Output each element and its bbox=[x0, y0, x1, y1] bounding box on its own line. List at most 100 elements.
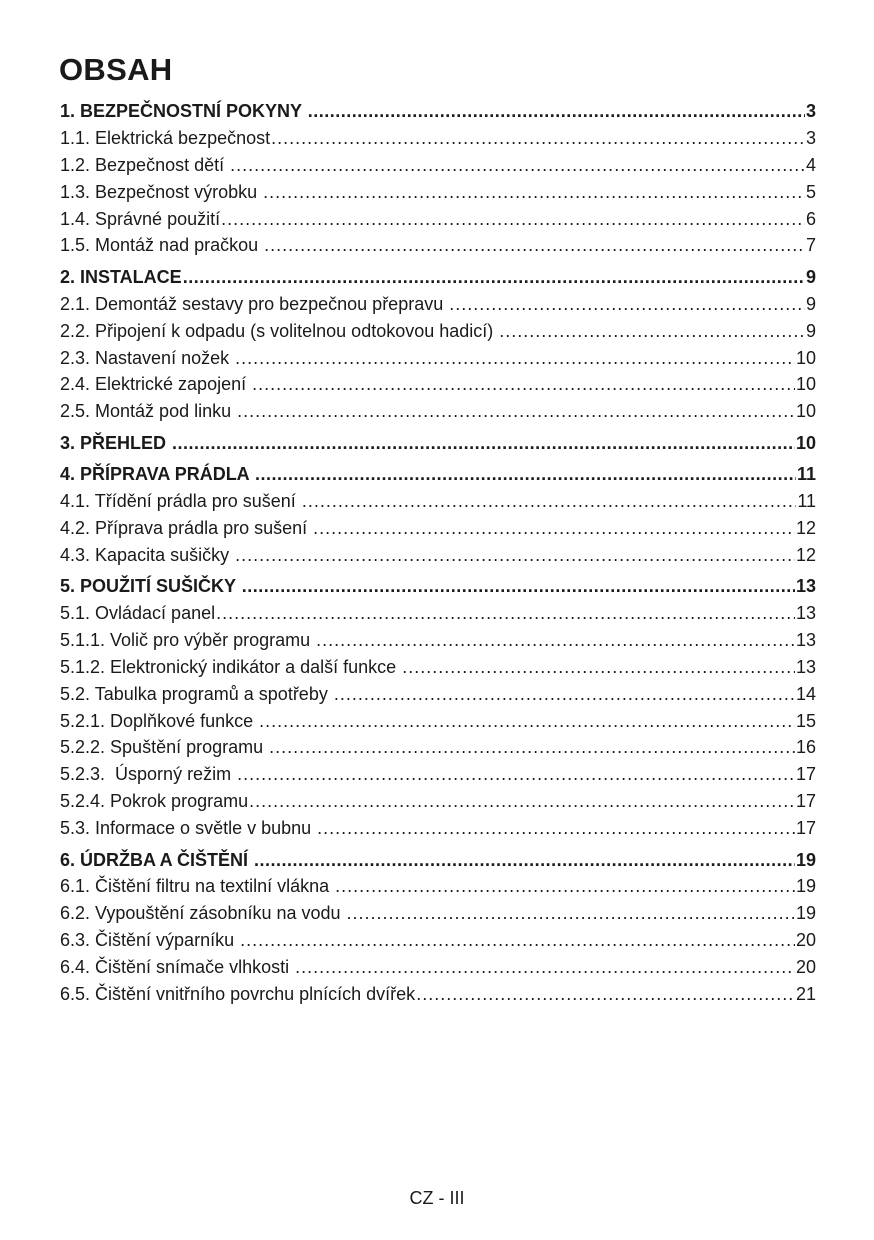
toc-entry[interactable]: 1.4. Správné použití 6 bbox=[60, 206, 816, 233]
toc-page-number: 6 bbox=[805, 208, 816, 229]
toc-entry[interactable]: 6.3. Čištění výparníku 20 bbox=[60, 927, 816, 954]
toc-entry[interactable]: 1.1. Elektrická bezpečnost 3 bbox=[60, 125, 816, 152]
toc-entry-label: 1.5. Montáž nad pračkou bbox=[60, 235, 264, 256]
toc-entry[interactable]: 5.2.3. Úsporný režim 17 bbox=[60, 761, 816, 788]
dot-leader bbox=[416, 981, 795, 1008]
toc-entry-label: 6.2. Vypouštění zásobníku na vodu bbox=[60, 903, 346, 924]
toc-page-number: 9 bbox=[805, 266, 816, 287]
toc-page-number: 20 bbox=[795, 957, 816, 978]
toc-entry-label: 2.3. Nastavení nožek bbox=[60, 347, 235, 368]
toc-entry[interactable]: 5.1.2. Elektronický indikátor a další fu… bbox=[60, 654, 816, 681]
toc-entry[interactable]: 2.5. Montáž pod linku 10 bbox=[60, 398, 816, 425]
toc-page-number: 13 bbox=[795, 603, 816, 624]
toc-page-number: 19 bbox=[795, 849, 816, 870]
dot-leader bbox=[316, 627, 795, 654]
toc-entry-label: 2.4. Elektrické zapojení bbox=[60, 374, 252, 395]
page-title: OBSAH bbox=[59, 52, 173, 87]
toc-entry[interactable]: 5.2. Tabulka programů a spotřeby 14 bbox=[60, 681, 816, 708]
toc-page-number: 17 bbox=[795, 791, 816, 812]
table-of-contents: 1. BEZPEČNOSTNÍ POKYNY 31.1. Elektrická … bbox=[60, 98, 816, 1008]
toc-entry-label: 5.2. Tabulka programů a spotřeby bbox=[60, 683, 333, 704]
toc-entry[interactable]: 6.4. Čištění snímače vlhkosti 20 bbox=[60, 954, 816, 981]
toc-entry-label: 6.5. Čištění vnitřního povrchu plnících … bbox=[60, 984, 416, 1004]
toc-entry[interactable]: 1.5. Montáž nad pračkou 7 bbox=[60, 232, 816, 259]
toc-entry[interactable]: 6.1. Čištění filtru na textilní vlákna 1… bbox=[60, 873, 816, 900]
dot-leader bbox=[240, 927, 795, 954]
toc-page-number: 7 bbox=[805, 235, 816, 256]
toc-entry-label: 5.2.4. Pokrok programu bbox=[60, 791, 249, 812]
toc-entry[interactable]: 5.2.1. Doplňkové funkce 15 bbox=[60, 708, 816, 735]
toc-entry[interactable]: 1.3. Bezpečnost výrobku 5 bbox=[60, 179, 816, 206]
toc-page-number: 16 bbox=[795, 737, 816, 758]
toc-entry[interactable]: 5.1.1. Volič pro výběr programu 13 bbox=[60, 627, 816, 654]
page-number-footer: CZ - III bbox=[409, 1188, 465, 1208]
dot-leader bbox=[255, 461, 796, 488]
toc-page-number: 5 bbox=[805, 181, 816, 202]
dot-leader bbox=[347, 900, 795, 927]
toc-entry[interactable]: 5.2.4. Pokrok programu 17 bbox=[60, 788, 816, 815]
toc-page-number: 13 bbox=[795, 629, 816, 650]
dot-leader bbox=[295, 954, 795, 981]
dot-leader bbox=[317, 815, 795, 842]
dot-leader bbox=[242, 573, 795, 600]
toc-entry[interactable]: 4.2. Příprava prádla pro sušení 12 bbox=[60, 515, 816, 542]
toc-entry[interactable]: 4.3. Kapacita sušičky 12 bbox=[60, 542, 816, 569]
dot-leader bbox=[237, 398, 795, 425]
dot-leader bbox=[308, 98, 805, 125]
toc-entry-label: 6. ÚDRŽBA A ČIŠTĚNÍ bbox=[60, 849, 254, 870]
toc-entry[interactable]: 6.2. Vypouštění zásobníku na vodu 19 bbox=[60, 900, 816, 927]
dot-leader bbox=[249, 788, 795, 815]
toc-entry[interactable]: 5.2.2. Spuštění programu 16 bbox=[60, 734, 816, 761]
dot-leader bbox=[335, 873, 795, 900]
toc-entry-label: 4.2. Příprava prádla pro sušení bbox=[60, 517, 313, 538]
toc-section-heading[interactable]: 4. PŘÍPRAVA PRÁDLA 11 bbox=[60, 461, 816, 488]
toc-entry[interactable]: 2.4. Elektrické zapojení 10 bbox=[60, 371, 816, 398]
toc-entry-label: 6.3. Čištění výparníku bbox=[60, 930, 240, 951]
dot-leader bbox=[254, 847, 795, 874]
toc-entry[interactable]: 5.1. Ovládací panel 13 bbox=[60, 600, 816, 627]
dot-leader bbox=[269, 734, 795, 761]
toc-entry-label: 1.3. Bezpečnost výrobku bbox=[60, 181, 263, 202]
toc-entry-label: 6.1. Čištění filtru na textilní vlákna bbox=[60, 876, 335, 897]
toc-page-number: 17 bbox=[795, 818, 816, 839]
dot-leader bbox=[252, 371, 795, 398]
toc-page-number: 19 bbox=[795, 876, 816, 897]
toc-entry[interactable]: 2.3. Nastavení nožek 10 bbox=[60, 345, 816, 372]
dot-leader bbox=[271, 125, 805, 152]
toc-section-heading[interactable]: 6. ÚDRŽBA A ČIŠTĚNÍ 19 bbox=[60, 847, 816, 874]
toc-section-heading[interactable]: 1. BEZPEČNOSTNÍ POKYNY 3 bbox=[60, 98, 816, 125]
toc-entry-label: 5.3. Informace o světle v bubnu bbox=[60, 818, 317, 839]
toc-page-number: 10 bbox=[795, 374, 816, 395]
dot-leader bbox=[402, 654, 795, 681]
toc-entry[interactable]: 4.1. Třídění prádla pro sušení 11 bbox=[60, 488, 816, 515]
toc-page-number: 13 bbox=[795, 656, 816, 677]
toc-page-number: 12 bbox=[795, 544, 816, 565]
toc-entry-label: 3. PŘEHLED bbox=[60, 432, 172, 453]
toc-section-heading[interactable]: 2. INSTALACE 9 bbox=[60, 264, 816, 291]
toc-page-number: 10 bbox=[795, 347, 816, 368]
toc-page-number: 9 bbox=[805, 320, 816, 341]
dot-leader bbox=[263, 179, 805, 206]
toc-page-number: 11 bbox=[797, 490, 816, 511]
toc-page-number: 11 bbox=[796, 464, 816, 485]
toc-page-number: 9 bbox=[805, 293, 816, 314]
toc-entry[interactable]: 5.3. Informace o světle v bubnu 17 bbox=[60, 815, 816, 842]
dot-leader bbox=[237, 761, 795, 788]
toc-entry[interactable]: 2.1. Demontáž sestavy pro bezpečnou přep… bbox=[60, 291, 816, 318]
toc-page-number: 10 bbox=[795, 401, 816, 422]
toc-section-heading[interactable]: 3. PŘEHLED 10 bbox=[60, 430, 816, 457]
toc-page-number: 17 bbox=[795, 764, 816, 785]
toc-entry[interactable]: 6.5. Čištění vnitřního povrchu plnících … bbox=[60, 981, 816, 1008]
toc-page-number: 21 bbox=[795, 984, 816, 1004]
toc-entry-label: 2.5. Montáž pod linku bbox=[60, 401, 237, 422]
dot-leader bbox=[221, 206, 805, 233]
toc-entry-label: 5.2.1. Doplňkové funkce bbox=[60, 710, 259, 731]
toc-entry[interactable]: 1.2. Bezpečnost dětí 4 bbox=[60, 152, 816, 179]
dot-leader bbox=[172, 430, 795, 457]
toc-entry[interactable]: 2.2. Připojení k odpadu (s volitelnou od… bbox=[60, 318, 816, 345]
toc-page-number: 15 bbox=[795, 710, 816, 731]
toc-page-number: 19 bbox=[795, 903, 816, 924]
dot-leader bbox=[183, 264, 805, 291]
toc-entry-label: 5.1.1. Volič pro výběr programu bbox=[60, 629, 316, 650]
toc-section-heading[interactable]: 5. POUŽITÍ SUŠIČKY 13 bbox=[60, 573, 816, 600]
